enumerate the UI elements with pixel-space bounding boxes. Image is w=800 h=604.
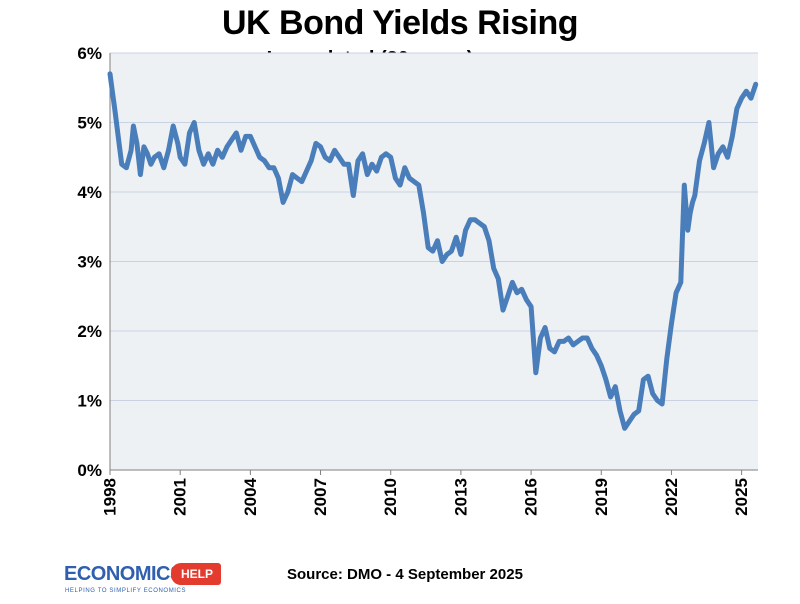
line-chart: 0% 1% 2% 3% 4% 5% 6% 1998 2001 2004 2007 2010 2013 2…: [77, 44, 759, 516]
x-tick-label: 2016: [522, 478, 541, 516]
y-tick-label: 3%: [77, 253, 102, 272]
x-tick-label: 1998: [101, 478, 120, 516]
series-layer: [107, 71, 759, 431]
x-tick-label: 2010: [381, 478, 400, 516]
logo-wordmark: ECONOMICS: [64, 563, 183, 585]
logo-help-tag: HELP: [171, 563, 222, 585]
y-tick-label: 6%: [77, 44, 102, 63]
gridlines: [110, 52, 758, 401]
y-tick-label: 0%: [77, 461, 102, 480]
y-tick-label: 5%: [77, 114, 102, 133]
x-tick-label: 2019: [592, 478, 611, 516]
y-tick-label: 4%: [77, 183, 102, 202]
logo-tagline: HELPING TO SIMPLIFY ECONOMICS: [65, 588, 187, 594]
y-axis-ticks: 0% 1% 2% 3% 4% 5% 6%: [77, 44, 102, 480]
x-tick-label: 2004: [241, 477, 260, 515]
y-tick-label: 1%: [77, 392, 102, 411]
x-tick-label: 2022: [662, 478, 681, 516]
x-axis-ticks: 1998 2001 2004 2007 2010 2013 2016 2019 2022 2025: [101, 470, 751, 516]
y-tick-label: 2%: [77, 322, 102, 341]
axes: [109, 53, 758, 471]
economics-help-logo[interactable]: ECONOMICS HELP HELPING TO SIMPLIFY ECONO…: [64, 563, 234, 603]
source-note: Source: DMO - 4 September 2025: [287, 566, 523, 583]
x-tick-label: 2001: [171, 478, 190, 516]
x-tick-label: 2013: [451, 478, 470, 516]
chart-title: UK Bond Yields Rising: [222, 4, 578, 42]
x-tick-label: 2025: [732, 478, 751, 516]
x-tick-label: 2007: [311, 478, 330, 516]
series-line-0: [107, 71, 759, 431]
